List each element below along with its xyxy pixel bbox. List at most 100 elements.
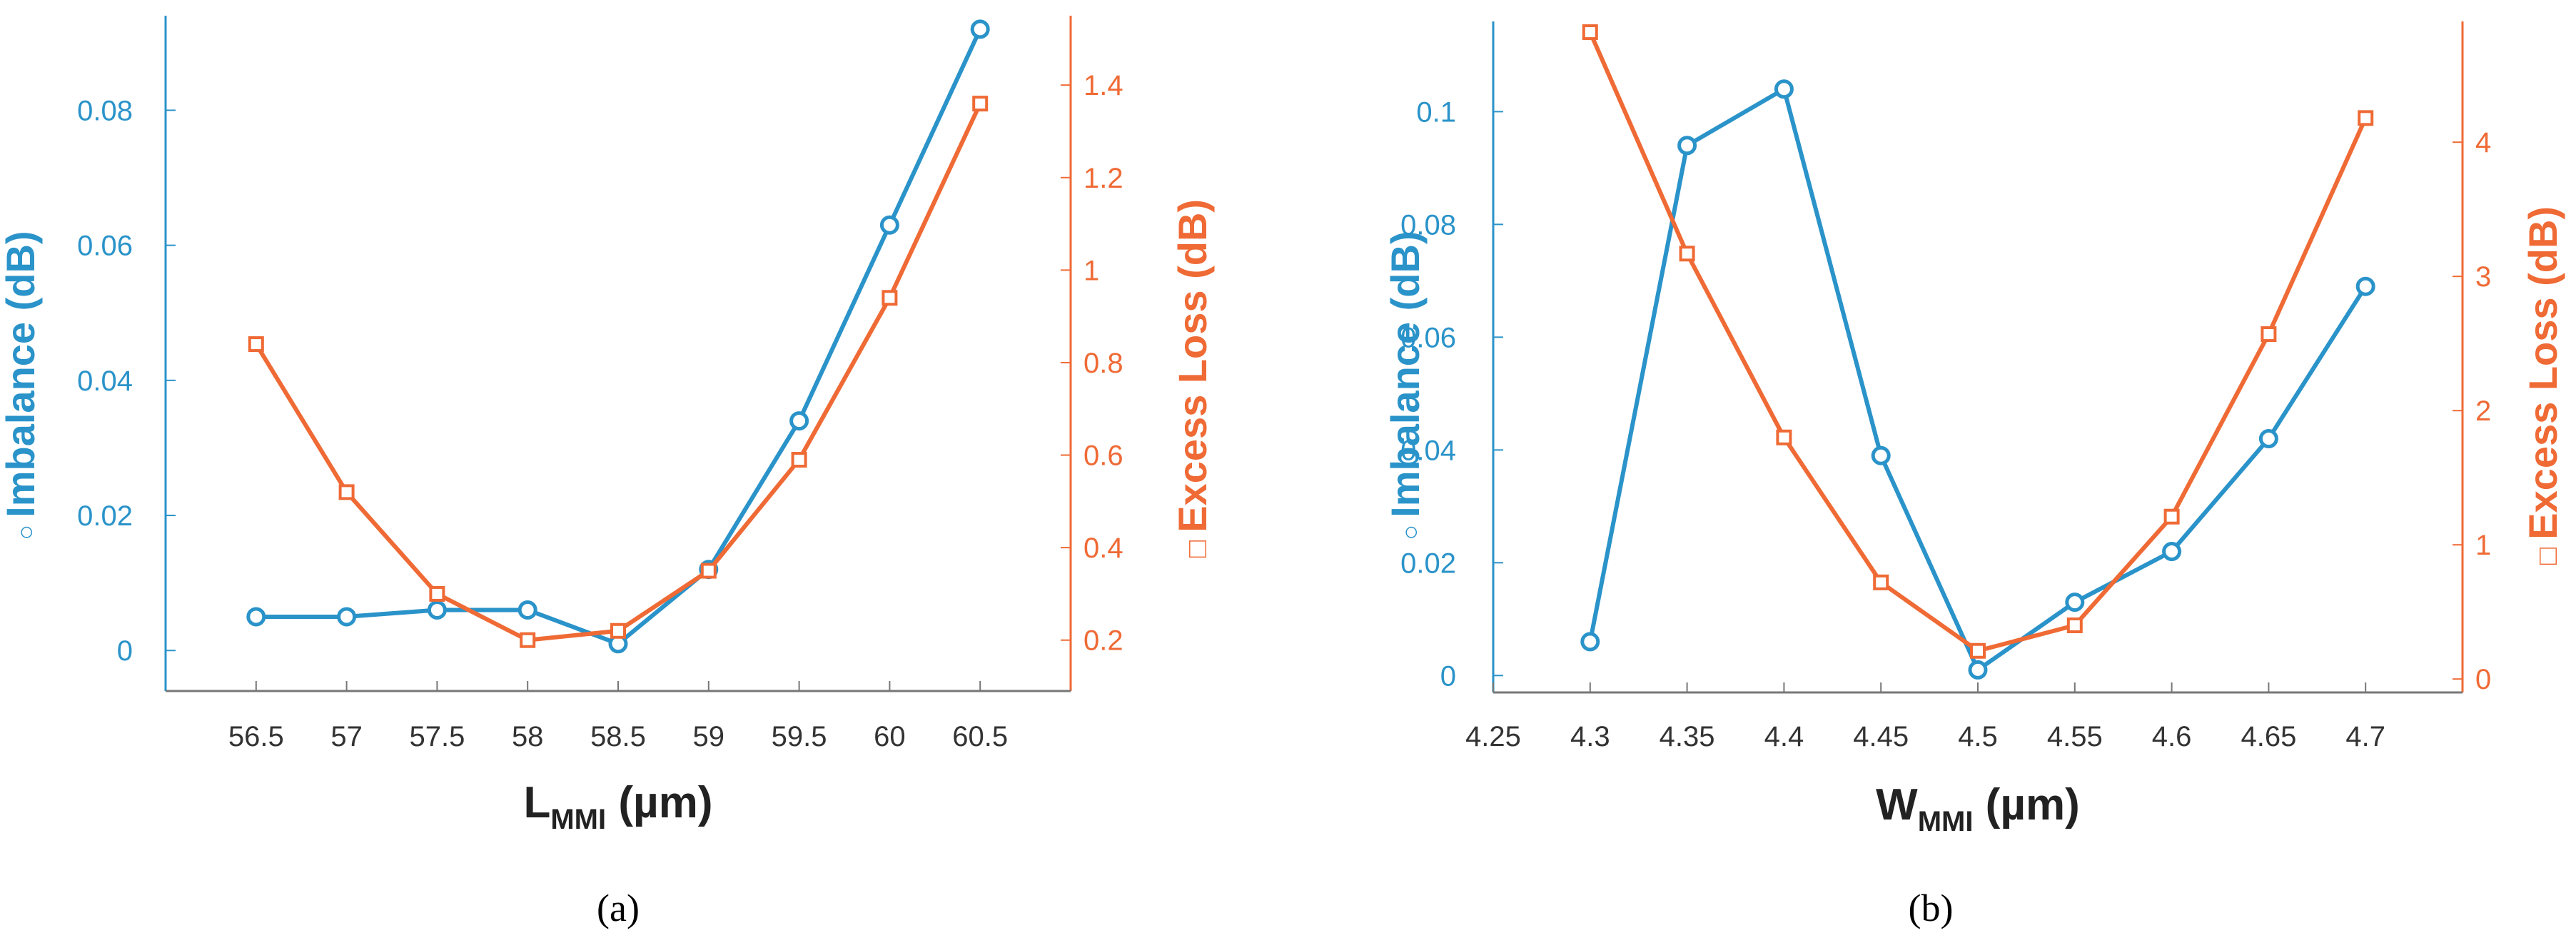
imbalance-point xyxy=(2355,276,2375,296)
excess-loss-point xyxy=(1679,246,1695,262)
x-axis-label-unit: (µm) xyxy=(1973,780,2079,830)
imbalance-point xyxy=(2258,429,2278,449)
left-y-tick-label: 0.04 xyxy=(77,365,133,397)
chart-panel-b: 4.25 4.3 4.35 4.4 4.45 4.5 4.55 4.6 4.65 4.7 0 0.02… xyxy=(1383,21,2565,929)
x-axis-label-subscript: MMI xyxy=(550,804,606,835)
x-tick-label: 4.65 xyxy=(2241,721,2296,752)
x-axis-label: LMMI (µm) xyxy=(523,778,712,835)
x-tick-label: 60 xyxy=(874,721,906,752)
imbalance-point xyxy=(970,19,990,39)
right-y-tick-label: 0 xyxy=(2475,664,2491,695)
x-tick-label: 4.7 xyxy=(2345,721,2385,752)
right-y-tick-label: 0.6 xyxy=(1084,440,1123,472)
x-axis-label-main: W xyxy=(1876,780,1918,830)
x-tick-label: 59.5 xyxy=(772,721,827,752)
left-y-tick-label: 0.08 xyxy=(77,95,133,126)
imbalance-line xyxy=(1587,86,2368,672)
excess-loss-point xyxy=(700,563,717,579)
circle-marker-icon: ○ xyxy=(11,518,40,540)
right-y-tick-label: 1.4 xyxy=(1084,70,1123,101)
excess-loss-point xyxy=(882,290,898,306)
x-tick-label: 4.3 xyxy=(1570,721,1610,752)
right-y-tick-label: 0.8 xyxy=(1084,348,1123,379)
x-tick-label: 60.5 xyxy=(952,721,1008,752)
x-tick-label: 57 xyxy=(330,721,363,752)
imbalance-point xyxy=(1774,79,1794,99)
left-y-tick-label: 0 xyxy=(117,635,133,667)
x-tick-label: 59 xyxy=(693,721,725,752)
left-y-axis-label-text: Imbalance (dB) xyxy=(0,231,43,517)
imbalance-point xyxy=(337,607,357,627)
excess-loss-point xyxy=(429,585,445,602)
left-y-tick-label: 0 xyxy=(1440,660,1456,692)
panel-label: (b) xyxy=(1909,887,1954,929)
right-y-tick-label: 1 xyxy=(1084,255,1099,286)
left-y-tick-label: 0.06 xyxy=(1400,322,1456,353)
x-tick-label: 4.4 xyxy=(1764,721,1804,752)
square-marker-icon: □ xyxy=(1181,533,1213,558)
imbalance-point xyxy=(1871,445,1891,465)
x-tick-label: 4.6 xyxy=(2152,721,2192,752)
excess-loss-point xyxy=(248,336,264,353)
x-tick-label: 4.5 xyxy=(1958,721,1998,752)
excess-loss-point xyxy=(2066,617,2083,633)
left-y-tick-label: 0.02 xyxy=(77,500,133,532)
imbalance-point xyxy=(2162,542,2182,562)
left-y-axis-label: ○ Imbalance (dB) xyxy=(1383,231,1428,540)
right-y-axis-label-text: Excess Loss (dB) xyxy=(2520,206,2565,540)
right-y-axis-label: □ Excess Loss (dB) xyxy=(1170,199,1215,558)
right-y-tick-label: 3 xyxy=(2475,261,2491,293)
imbalance-point xyxy=(789,411,809,431)
excess-loss-point xyxy=(520,632,536,648)
left-y-tick-label: 0.08 xyxy=(1400,209,1456,241)
imbalance-point xyxy=(879,215,899,235)
right-y-tick-label: 1 xyxy=(2475,530,2491,561)
excess-loss-point xyxy=(2261,326,2277,343)
x-axis-label-main: L xyxy=(523,778,550,827)
right-y-tick-label: 2 xyxy=(2475,395,2491,427)
left-y-axis-label-text: Imbalance (dB) xyxy=(1383,231,1428,517)
imbalance-point xyxy=(2065,592,2085,612)
imbalance-point xyxy=(517,600,537,620)
left-y-tick-label: 0.02 xyxy=(1400,548,1456,579)
panel-label: (a) xyxy=(597,887,640,929)
x-tick-label: 58.5 xyxy=(590,721,646,752)
square-marker-icon: □ xyxy=(2532,540,2563,565)
imbalance-point xyxy=(1580,632,1600,652)
excess-loss-point xyxy=(2358,110,2374,126)
chart-panel-a: 56.5 57 57.5 58 58.5 59 59.5 60 60.5 0 0.02 0.04 0.0… xyxy=(0,16,1215,929)
x-tick-label: 4.45 xyxy=(1853,721,1909,752)
imbalance-point xyxy=(1968,660,1988,680)
x-axis-label-unit: (µm) xyxy=(606,778,712,827)
x-tick-label: 58 xyxy=(512,721,544,752)
imbalance-point xyxy=(427,600,447,620)
left-y-tick-label: 0.1 xyxy=(1416,96,1456,128)
excess-loss-point xyxy=(610,622,626,639)
excess-loss-point xyxy=(2163,508,2180,525)
x-tick-label: 4.35 xyxy=(1660,721,1715,752)
imbalance-point xyxy=(1677,136,1697,156)
x-tick-label: 4.25 xyxy=(1465,721,1521,752)
right-y-axis-label-text: Excess Loss (dB) xyxy=(1170,199,1215,533)
excess-loss-line xyxy=(254,102,982,642)
circle-marker-icon: ○ xyxy=(1395,518,1425,540)
left-y-tick-label: 0.04 xyxy=(1400,435,1456,466)
left-y-axis-label: ○ Imbalance (dB) xyxy=(0,231,43,540)
excess-loss-point xyxy=(1970,642,1986,659)
x-tick-label: 57.5 xyxy=(409,721,465,752)
x-axis-label-subscript: MMI xyxy=(1918,806,1974,837)
excess-loss-point xyxy=(791,452,807,468)
excess-loss-point xyxy=(1873,574,1889,590)
excess-loss-point xyxy=(972,96,989,112)
right-y-tick-label: 0.4 xyxy=(1084,533,1123,564)
right-y-tick-label: 1.2 xyxy=(1084,163,1123,194)
x-tick-label: 56.5 xyxy=(228,721,284,752)
excess-loss-line xyxy=(1588,31,2368,653)
x-tick-label: 4.55 xyxy=(2047,721,2103,752)
left-y-tick-label: 0.06 xyxy=(77,231,133,262)
x-axis-label: WMMI (µm) xyxy=(1876,780,2080,837)
excess-loss-point xyxy=(1776,429,1792,445)
right-y-tick-label: 4 xyxy=(2475,127,2491,158)
right-y-axis-label: □ Excess Loss (dB) xyxy=(2520,206,2565,565)
